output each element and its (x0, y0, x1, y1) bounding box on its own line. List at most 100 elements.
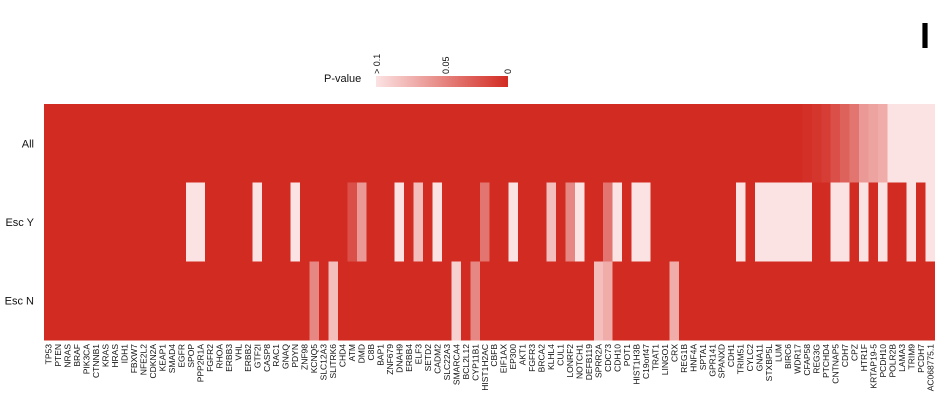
heatmap-cell (252, 104, 263, 183)
heatmap-cell (916, 182, 926, 262)
heatmap-cell (536, 261, 547, 341)
heatmap-cell (622, 182, 632, 262)
heatmap-cell (859, 261, 869, 341)
column-label: CTNNB1 (91, 344, 101, 378)
heatmap-cell (669, 104, 680, 183)
heatmap-cell (546, 261, 557, 341)
heatmap-cell (859, 104, 869, 183)
heatmap-cell (480, 182, 490, 262)
heatmap-cell (517, 182, 528, 262)
heatmap-cell (62, 261, 73, 341)
heatmap-cell (679, 104, 689, 183)
column-label: PPP2R1A (195, 344, 205, 383)
heatmap-cell (186, 104, 196, 183)
heatmap-cell (470, 182, 481, 262)
heatmap-cell (612, 104, 623, 183)
column-label: PIK3CA (82, 344, 92, 375)
heatmap-cell (299, 182, 310, 262)
heatmap-cell (195, 104, 206, 183)
heatmap-cell (906, 182, 917, 262)
column-label: SPANXD (717, 344, 727, 378)
column-label: SPTA1 (698, 344, 708, 371)
heatmap-cell (698, 261, 708, 341)
column-label: EIF1AX (499, 344, 509, 374)
heatmap-cell (167, 261, 177, 341)
heatmap-cell (745, 261, 756, 341)
heatmap-cell (157, 182, 168, 262)
heatmap-cell (631, 104, 642, 183)
column-label: LONRF2 (565, 344, 575, 378)
heatmap-cell (233, 261, 244, 341)
heatmap-cell (555, 182, 566, 262)
column-label: DNAH9 (395, 344, 405, 373)
row-label: All (22, 138, 34, 150)
heatmap-cell (517, 261, 528, 341)
heatmap-cell (735, 182, 746, 262)
heatmap-cell (716, 261, 727, 341)
heatmap-cell (603, 104, 614, 183)
column-label: POLR2B (887, 344, 897, 378)
heatmap-cell (138, 261, 149, 341)
heatmap-cell (176, 261, 187, 341)
heatmap-cell (176, 182, 187, 262)
heatmap-cell (233, 182, 244, 262)
heatmap-cell (660, 182, 670, 262)
heatmap-cell (555, 261, 566, 341)
heatmap-cell (745, 182, 756, 262)
legend-tick-label: 0.05 (441, 56, 451, 74)
heatmap-cell (603, 261, 614, 341)
heatmap-cell (167, 104, 177, 183)
heatmap-cell (347, 182, 358, 262)
heatmap-cell (442, 104, 452, 183)
heatmap-cell (394, 261, 405, 341)
column-label: TRIM9 (906, 344, 916, 370)
column-label: ATM (347, 344, 357, 361)
heatmap-cell (565, 104, 576, 183)
heatmap-cell (660, 104, 670, 183)
column-label: RHOA (214, 344, 224, 369)
heatmap-cell (783, 261, 794, 341)
heatmap-cell (318, 104, 329, 183)
column-label: CDH1 (726, 344, 736, 367)
heatmap-cell (887, 182, 898, 262)
column-label: KEAP1 (158, 344, 168, 372)
column-label: FGFR2 (205, 344, 215, 372)
heatmap-cell (347, 104, 358, 183)
column-label: HIST1H2AC (480, 344, 490, 391)
heatmap-cell (375, 261, 386, 341)
heatmap-cell (81, 182, 92, 262)
heatmap-cell (366, 261, 377, 341)
heatmap-cell (565, 261, 576, 341)
heatmap-cell (660, 261, 670, 341)
heatmap-cell (546, 182, 557, 262)
heatmap-cell (641, 261, 651, 341)
heatmap-cell (489, 104, 500, 183)
column-label: NFE2L2 (139, 344, 149, 375)
heatmap-cell (754, 261, 765, 341)
heatmap-cell (461, 104, 471, 183)
heatmap-cell (878, 104, 888, 183)
heatmap-cell (129, 182, 140, 262)
heatmap-cell (423, 182, 433, 262)
column-label: FGFR3 (527, 344, 537, 372)
column-label: PCDH7 (916, 344, 926, 373)
heatmap-cell (81, 261, 92, 341)
heatmap-cell (186, 261, 196, 341)
column-label: AKT1 (518, 344, 528, 366)
heatmap-cell (62, 104, 73, 183)
heatmap-cell (44, 104, 54, 183)
heatmap-cell (461, 182, 471, 262)
heatmap-cell (53, 104, 64, 183)
heatmap-cell (347, 261, 358, 341)
heatmap-cell (404, 261, 414, 341)
heatmap-cell (650, 261, 661, 341)
heatmap-cell (536, 104, 547, 183)
heatmap-cell (821, 182, 832, 262)
heatmap-cell (925, 182, 935, 262)
heatmap-cell (394, 104, 405, 183)
heatmap-cell (593, 104, 604, 183)
heatmap-cell (716, 182, 727, 262)
heatmap-cell (53, 182, 64, 262)
heatmap-cell (480, 104, 490, 183)
column-label: LAMA3 (897, 344, 907, 372)
